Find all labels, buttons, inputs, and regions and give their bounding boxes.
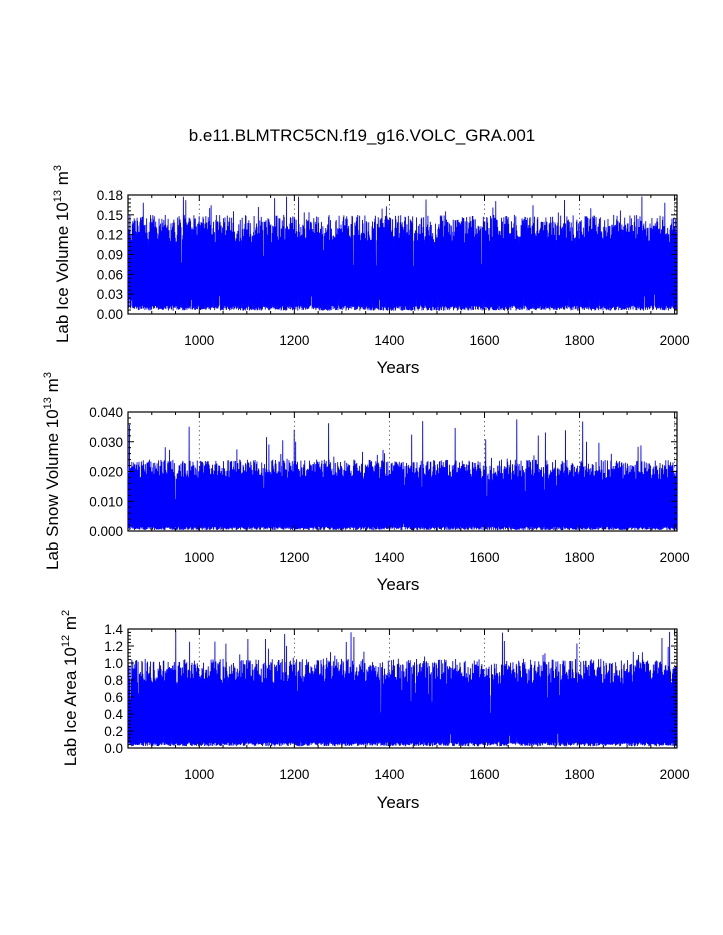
x-tick-label: 1200: [279, 333, 309, 348]
y-tick-label: 0.12: [97, 228, 123, 243]
x-axis-label: Years: [377, 575, 420, 594]
y-tick-label: 0.09: [97, 248, 123, 263]
y-axis-label: Lab Ice Volume 1013 m3: [52, 165, 72, 343]
y-tick-label: 0.4: [104, 707, 123, 722]
y-label-unit-exponent: 3: [52, 165, 64, 171]
ice-area-series: [127, 630, 678, 747]
x-axis-label: Years: [377, 793, 420, 812]
x-tick-label: 2000: [660, 550, 690, 565]
y-label-exponent: 13: [42, 397, 54, 409]
y-axis-ticks: 0.00 0.03 0.06 0.09 0.12 0.15 0.18: [97, 188, 677, 322]
figure-title: b.e11.BLMTRC5CN.f19_g16.VOLC_GRA.001: [189, 126, 535, 145]
y-tick-label: 0.06: [97, 267, 123, 282]
y-tick-label: 0.6: [104, 690, 123, 705]
x-axis-ticks: 1000 1200 1400 1600 1800 2000: [151, 629, 690, 782]
x-tick-label: 1400: [374, 333, 404, 348]
x-tick-label: 1200: [279, 550, 309, 565]
x-tick-label: 1800: [565, 333, 595, 348]
x-tick-label: 2000: [660, 333, 690, 348]
y-label-main: Lab Ice Area 10: [61, 647, 80, 766]
y-label-unit-exponent: 2: [60, 610, 72, 616]
y-label-unit: m: [61, 616, 80, 630]
y-axis-ticks: 0.000 0.010 0.020 0.030 0.040: [89, 405, 677, 539]
y-tick-label: 1.2: [104, 639, 123, 654]
x-tick-label: 1000: [184, 767, 214, 782]
x-tick-label: 1200: [279, 767, 309, 782]
snow-volume-panel: 1000 1200 1400 1600 1800 2000 0.000 0.010 0.020…: [42, 372, 690, 594]
ice-volume-series: [127, 196, 678, 311]
y-tick-label: 0.030: [89, 435, 123, 450]
y-label-exponent: 13: [52, 190, 64, 202]
x-tick-label: 1600: [469, 550, 499, 565]
y-label-exponent: 12: [60, 635, 72, 647]
y-label-unit: m: [53, 171, 72, 185]
y-label-unit: m: [43, 378, 62, 392]
y-label-main: Lab Ice Volume 10: [53, 202, 72, 343]
x-tick-label: 1600: [469, 333, 499, 348]
y-axis-label: Lab Snow Volume 1013 m3: [42, 372, 62, 570]
ice-volume-panel: 1000 1200 1400 1600 1800 2000 0.000.030.060.0…: [52, 165, 690, 377]
x-tick-label: 1600: [469, 767, 499, 782]
y-axis-ticks: 0.0 0.2 0.4 0.6 0.8 1.0 1.2 1.4: [104, 622, 677, 756]
y-tick-label: 0.0: [104, 741, 123, 756]
y-tick-label: 0.020: [89, 465, 123, 480]
y-tick-label: 0.18: [97, 188, 123, 203]
y-tick-label: 1.4: [104, 622, 123, 637]
x-tick-label: 1800: [565, 550, 595, 565]
y-tick-label: 0.000: [89, 524, 123, 539]
x-axis-label: Years: [377, 358, 420, 377]
x-tick-label: 1400: [374, 550, 404, 565]
x-tick-label: 2000: [660, 767, 690, 782]
x-axis-ticks: 1000 1200 1400 1600 1800 2000: [151, 412, 690, 565]
x-axis-ticks: 1000 1200 1400 1600 1800 2000: [151, 195, 690, 348]
y-tick-label: 0.00: [97, 307, 123, 322]
y-label-unit-exponent: 3: [42, 372, 54, 378]
series-line: [127, 419, 678, 531]
y-label-main: Lab Snow Volume 10: [43, 409, 62, 570]
y-tick-label: 1.0: [104, 656, 123, 671]
x-tick-label: 1000: [184, 333, 214, 348]
snow-volume-series: [127, 419, 678, 531]
ice-area-panel: 1000 1200 1400 1600 1800 2000 0.0 0.2 0.4 0.6 0.8…: [60, 610, 690, 812]
x-tick-label: 1400: [374, 767, 404, 782]
y-tick-label: 0.8: [104, 673, 123, 688]
y-tick-label: 0.2: [104, 724, 123, 739]
y-tick-label: 0.03: [97, 287, 123, 302]
y-tick-label: 0.010: [89, 494, 123, 509]
x-tick-label: 1800: [565, 767, 595, 782]
series-line: [127, 630, 678, 747]
y-tick-label: 0.040: [89, 405, 123, 420]
x-tick-label: 1000: [184, 550, 214, 565]
series-line: [127, 196, 678, 311]
y-tick-label: 0.15: [97, 208, 123, 223]
y-axis-label: Lab Ice Area 1012 m2: [60, 610, 80, 766]
